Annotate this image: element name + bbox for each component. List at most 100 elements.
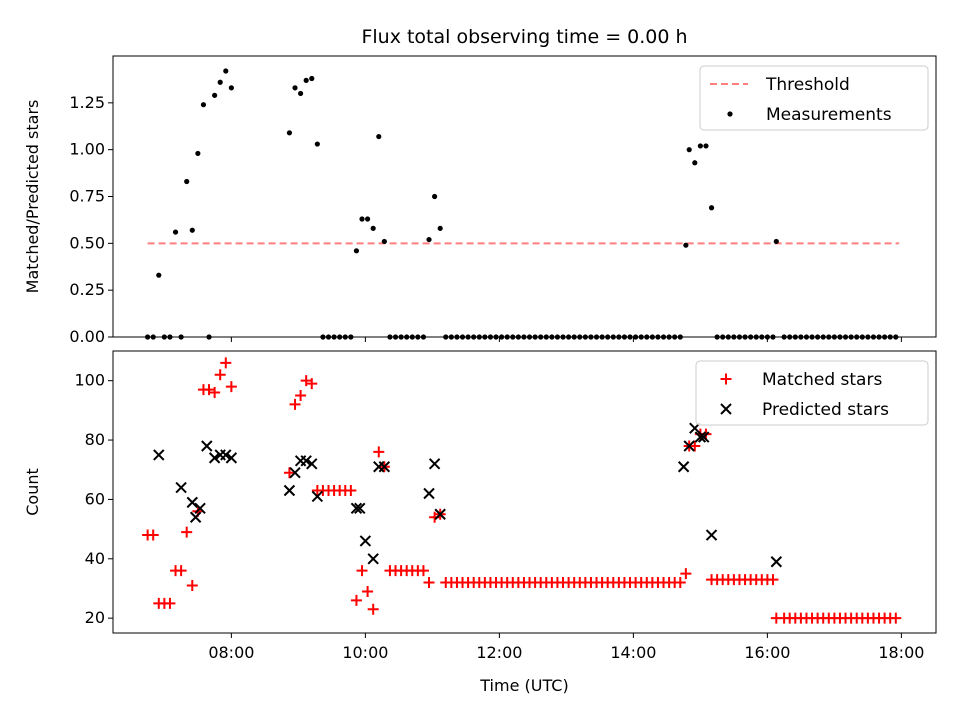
measurement-point xyxy=(510,334,516,340)
measurement-point xyxy=(420,334,427,340)
predicted-star-point xyxy=(201,440,213,452)
measurement-point xyxy=(409,334,415,340)
measurement-point xyxy=(532,334,538,340)
measurement-point xyxy=(773,238,779,245)
measurement-point xyxy=(228,85,234,91)
matched-star-point xyxy=(214,369,226,381)
measurement-point xyxy=(703,143,709,149)
measurement-point xyxy=(566,334,572,340)
measurement-point xyxy=(398,334,404,340)
measurement-point xyxy=(365,216,371,222)
measurement-point xyxy=(848,334,854,340)
measurement-point xyxy=(331,334,337,340)
measurement-point xyxy=(708,205,715,211)
measurement-point xyxy=(526,334,533,340)
measurement-point xyxy=(605,334,611,340)
legend-measurements-swatch xyxy=(727,111,733,117)
panel-2-legend-label: Predicted stars xyxy=(762,400,889,420)
matched-star-point xyxy=(147,529,159,541)
matched-star-point xyxy=(181,526,193,538)
measurement-point xyxy=(217,79,223,85)
measurement-point xyxy=(178,334,184,340)
matched-star-point xyxy=(345,485,357,497)
measurement-point xyxy=(325,334,332,340)
measurement-point xyxy=(459,334,466,340)
predicted-star-point xyxy=(311,490,324,503)
measurement-point xyxy=(692,160,698,166)
panel-2-x-tick-label: 14:00 xyxy=(610,643,656,662)
measurement-point xyxy=(842,334,849,340)
measurement-point xyxy=(649,334,655,340)
measurement-point xyxy=(359,216,365,222)
predicted-star-point xyxy=(194,502,206,515)
measurement-point xyxy=(798,334,804,340)
panel-1-y-tick-label: 0.75 xyxy=(69,187,105,206)
measurement-point xyxy=(865,334,871,340)
predicted-star-point xyxy=(770,556,783,568)
predicted-star-point xyxy=(434,508,446,520)
measurement-point xyxy=(320,334,326,340)
panel-2-y-tick-label: 60 xyxy=(85,489,105,508)
measurement-point xyxy=(887,334,893,340)
measurement-point xyxy=(577,334,583,340)
predicted-star-point xyxy=(354,502,366,515)
predicted-star-point xyxy=(153,449,165,461)
measurement-point xyxy=(443,334,449,340)
measurement-point xyxy=(482,334,488,340)
measurement-point xyxy=(644,334,650,340)
measurement-point xyxy=(184,178,190,185)
measurement-point xyxy=(831,334,837,340)
measurement-point xyxy=(476,334,482,340)
matched-star-point xyxy=(306,378,318,390)
measurement-point xyxy=(465,334,471,340)
measurement-point xyxy=(150,334,156,340)
measurement-point xyxy=(593,334,600,340)
predicted-star-point xyxy=(359,535,372,547)
measurement-point xyxy=(303,77,309,83)
predicted-star-point xyxy=(289,466,301,479)
measurement-point xyxy=(353,248,360,254)
measurement-point xyxy=(381,238,387,245)
matched-star-point xyxy=(689,440,701,452)
measurement-point xyxy=(206,334,212,340)
matched-star-point xyxy=(186,580,198,592)
measurement-point xyxy=(666,334,672,340)
matched-star-point xyxy=(209,387,221,399)
matched-star-point xyxy=(890,612,902,624)
measurement-point xyxy=(638,334,644,340)
panel-1-y-tick-label: 0.00 xyxy=(69,327,105,346)
predicted-star-point xyxy=(225,452,238,464)
predicted-star-point xyxy=(220,449,232,461)
measurement-point xyxy=(172,229,179,235)
measurement-point xyxy=(432,193,438,200)
measurement-point xyxy=(742,334,748,340)
matched-star-point xyxy=(680,568,692,580)
measurement-point xyxy=(437,225,443,231)
matched-star-point xyxy=(203,384,215,396)
panel-1-y-axis-label: Matched/Predicted stars xyxy=(23,100,42,294)
measurement-point xyxy=(286,130,293,136)
panel-2-x-tick-label: 18:00 xyxy=(878,643,924,662)
panel-1-legend-box xyxy=(699,65,929,131)
measurement-point xyxy=(521,334,527,340)
measurement-point xyxy=(660,334,667,340)
measurement-point xyxy=(309,75,315,82)
measurement-point xyxy=(342,334,348,340)
matched-star-point xyxy=(350,594,362,606)
predicted-star-point xyxy=(378,461,391,473)
panel-2-y-tick-label: 100 xyxy=(74,371,105,390)
measurement-point xyxy=(515,334,521,340)
panel-1-y-tick-label: 1.25 xyxy=(69,93,105,112)
measurement-point xyxy=(616,334,622,340)
measurement-point xyxy=(870,334,877,340)
measurement-point xyxy=(415,334,421,340)
matched-star-point xyxy=(289,398,301,410)
measurement-point xyxy=(803,334,810,340)
measurement-point xyxy=(454,334,460,340)
measurement-point xyxy=(392,334,399,340)
measurement-point xyxy=(543,334,549,340)
measurement-point xyxy=(554,334,561,340)
measurement-point xyxy=(538,334,544,340)
measurement-point xyxy=(156,272,162,278)
